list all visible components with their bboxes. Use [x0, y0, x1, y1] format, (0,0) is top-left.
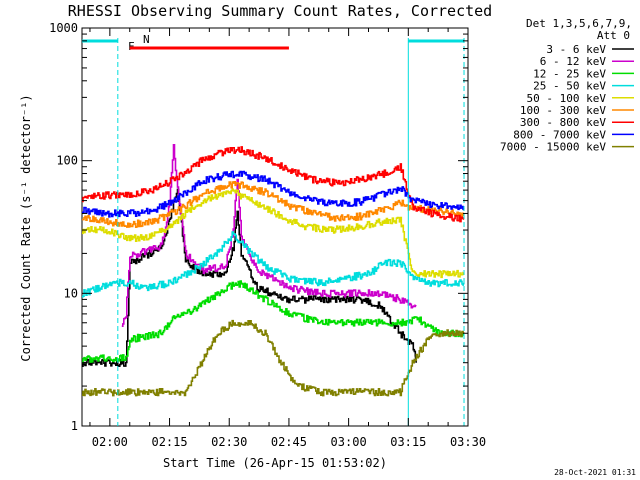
series-line-0 [82, 188, 418, 367]
legend-header-detectors: Det 1,3,5,6,7,9, [526, 17, 632, 30]
legend-label-1: 6 - 12 keV [540, 55, 607, 68]
legend-label-0: 3 - 6 keV [546, 43, 606, 56]
series-line-2 [82, 280, 465, 364]
legend-label-8: 7000 - 15000 keV [500, 141, 606, 154]
plot-area: F N [81, 27, 469, 427]
plot-frame [81, 27, 469, 427]
legend-label-4: 50 - 100 keV [527, 92, 607, 105]
series-line-8 [82, 319, 465, 397]
y-tick-label-0: 1 [71, 419, 78, 433]
x-tick-label-3: 02:45 [271, 435, 307, 449]
night-marker-label: N [143, 33, 150, 46]
y-tick-label-2: 100 [56, 154, 78, 168]
legend-label-3: 25 - 50 keV [533, 80, 606, 93]
x-tick-label-0: 02:00 [92, 435, 128, 449]
legend-label-7: 800 - 7000 keV [513, 128, 606, 141]
x-tick-label-6: 03:30 [450, 435, 486, 449]
legend-label-5: 100 - 300 keV [520, 104, 606, 117]
chart-title: RHESSI Observing Summary Count Rates, Co… [68, 2, 492, 20]
annotation-layer: F N [82, 33, 465, 426]
y-tick-label-1: 10 [64, 286, 78, 300]
x-tick-label-5: 03:15 [390, 435, 426, 449]
series-line-3 [82, 231, 465, 298]
legend-header-attenuator: Att 0 [597, 29, 630, 42]
x-tick-label-1: 02:15 [151, 435, 187, 449]
x-axis-label: Start Time (26-Apr-15 01:53:02) [163, 456, 387, 470]
y-axis-label: Corrected Count Rate (s⁻¹ detector⁻¹) [19, 94, 33, 361]
y-tick-label-3: 1000 [49, 21, 78, 35]
footer-timestamp: 28-Oct-2021 01:31 [554, 468, 636, 477]
legend-label-2: 12 - 25 keV [533, 67, 606, 80]
x-tick-label-2: 02:30 [211, 435, 247, 449]
x-tick-label-4: 03:00 [331, 435, 367, 449]
series-layer [82, 144, 465, 397]
series-line-6 [82, 146, 465, 223]
series-line-4 [82, 188, 465, 279]
y-axis: 1 10 100 1000 [49, 21, 468, 433]
x-axis: 02:00 02:15 02:30 02:45 03:00 03:15 03:30 [89, 28, 486, 449]
legend-label-6: 300 - 800 keV [520, 116, 606, 129]
series-line-5 [82, 181, 465, 228]
series-line-7 [82, 170, 465, 218]
series-line-1 [121, 144, 417, 327]
